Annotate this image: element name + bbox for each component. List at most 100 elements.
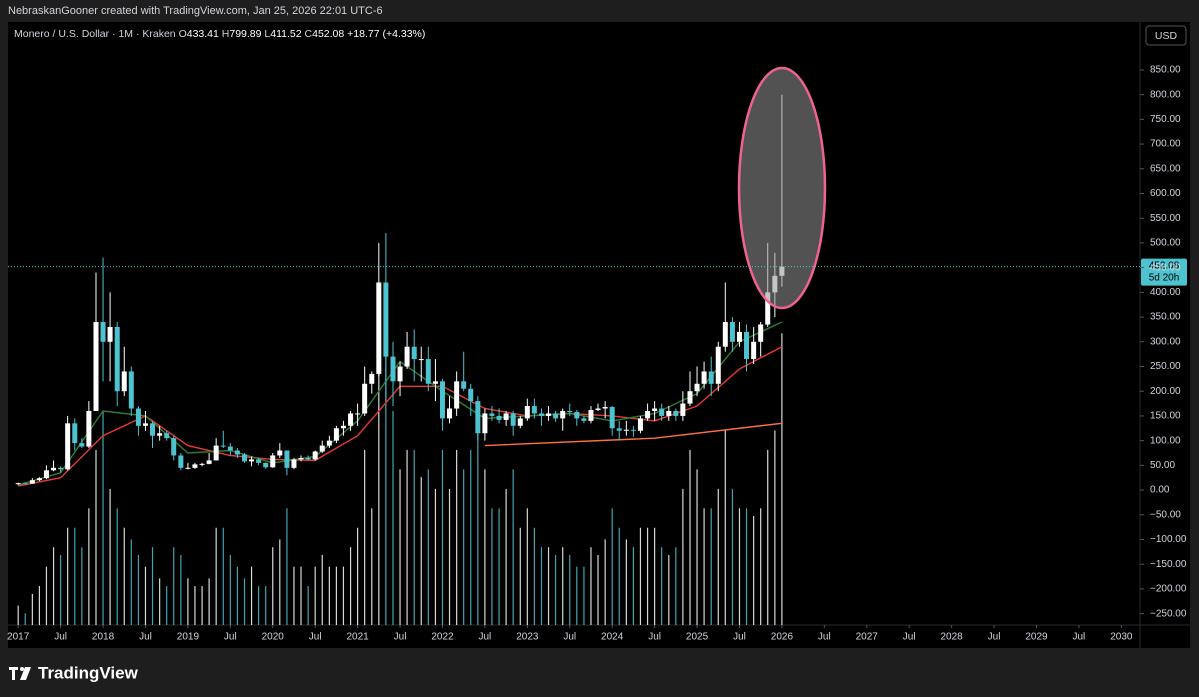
- y-tick-label: −200.00: [1150, 584, 1187, 595]
- countdown-label: 5d 20h: [1149, 272, 1180, 283]
- x-tick-label: 2017: [7, 632, 30, 643]
- x-tick-label: 2028: [940, 632, 963, 643]
- candle-body: [192, 464, 198, 468]
- legend-prefix: L: [264, 28, 270, 40]
- legend: Monero / U.S. Dollar · 1M · Kraken O433.…: [14, 28, 425, 40]
- candle-body: [659, 408, 665, 416]
- y-tick-label: 500.00: [1150, 238, 1181, 249]
- candle-body: [114, 326, 120, 392]
- candle-body: [36, 478, 42, 481]
- price-label-box: [1141, 258, 1187, 286]
- candle-body: [765, 292, 771, 325]
- candle-body: [609, 407, 615, 429]
- y-tick-label: 50.00: [1150, 460, 1175, 471]
- candle-body: [425, 359, 431, 384]
- candle-body: [673, 410, 679, 416]
- candle-body: [432, 381, 438, 384]
- candle-body: [199, 463, 205, 465]
- x-tick-label: 2027: [856, 632, 879, 643]
- x-tick-label: Jul: [224, 632, 237, 643]
- candle-body: [291, 459, 297, 468]
- candle-body: [241, 454, 247, 462]
- x-tick-label: Jul: [54, 632, 67, 643]
- logo-stem: [12, 667, 15, 680]
- candle-body: [503, 413, 509, 420]
- candle-body: [121, 371, 127, 392]
- x-tick-label: Jul: [394, 632, 407, 643]
- y-tick-label: −150.00: [1150, 559, 1187, 570]
- legend-value: 799.89: [229, 28, 261, 40]
- candle-body: [249, 459, 255, 462]
- candle-body: [411, 346, 417, 360]
- y-tick-label: 350.00: [1150, 312, 1181, 323]
- candle-body: [171, 438, 177, 456]
- candle-body: [595, 408, 601, 410]
- legend-prefix: O: [179, 28, 187, 40]
- candle-body: [227, 446, 233, 451]
- candle-body: [538, 413, 544, 416]
- y-tick-label: 300.00: [1150, 336, 1181, 347]
- x-tick-label: 2029: [1025, 632, 1048, 643]
- currency-button[interactable]: [1145, 25, 1187, 46]
- candle-body: [546, 413, 552, 416]
- currency-label[interactable]: USD: [1155, 30, 1178, 42]
- candle-body: [284, 450, 290, 468]
- candle-body: [376, 282, 382, 374]
- candle-body: [29, 480, 35, 484]
- candle-body: [185, 467, 191, 469]
- highlight-ellipse: [737, 66, 827, 310]
- candle-body: [178, 455, 184, 468]
- candle-body: [652, 408, 658, 411]
- logo-dot: [20, 667, 24, 671]
- x-tick-label: Jul: [309, 632, 322, 643]
- candle-body: [383, 282, 389, 357]
- candle-body: [454, 381, 460, 409]
- candle-body: [263, 462, 269, 468]
- candle-body: [135, 408, 141, 426]
- x-tick-label: 2021: [346, 632, 369, 643]
- candle-body: [418, 359, 424, 361]
- candle-body: [333, 428, 339, 441]
- candle-body: [362, 383, 368, 414]
- candle-body: [581, 418, 587, 421]
- candle-body: [15, 483, 21, 485]
- candle-body: [553, 413, 559, 419]
- overlay-line: [484, 422, 782, 447]
- y-tick-label: 600.00: [1150, 188, 1181, 199]
- candle-body: [58, 467, 64, 470]
- candle-body: [701, 371, 707, 384]
- candle-body: [439, 381, 445, 419]
- legend-change: +18.77 (+4.33%): [347, 28, 425, 40]
- x-tick-label: Jul: [818, 632, 831, 643]
- candle-body: [461, 381, 467, 389]
- candle-body: [319, 445, 325, 452]
- candle-body: [645, 410, 651, 419]
- y-tick-label: −50.00: [1150, 509, 1181, 520]
- y-tick-label: 800.00: [1150, 89, 1181, 100]
- candle-body: [157, 433, 163, 436]
- candle-body: [574, 411, 580, 419]
- footer-logo-text: TradingView: [38, 663, 139, 682]
- x-tick-label: Jul: [1073, 632, 1086, 643]
- candle-body: [128, 371, 134, 409]
- x-tick-label: 2024: [601, 632, 624, 643]
- candle-body: [736, 331, 742, 342]
- candle-body: [666, 410, 672, 416]
- candle-body: [355, 413, 361, 415]
- logo-slash: [20, 667, 31, 680]
- candle-body: [213, 445, 219, 461]
- y-tick-label: 750.00: [1150, 114, 1181, 125]
- candle-body: [100, 322, 106, 342]
- y-tick-label: 700.00: [1150, 139, 1181, 150]
- y-tick-label: 850.00: [1150, 65, 1181, 76]
- x-tick-label: Jul: [733, 632, 746, 643]
- y-tick-label: 100.00: [1150, 435, 1181, 446]
- x-tick-label: Jul: [988, 632, 1001, 643]
- x-tick-label: 2022: [431, 632, 454, 643]
- x-tick-label: 2019: [177, 632, 200, 643]
- candle-body: [616, 428, 622, 431]
- candle-body: [637, 418, 643, 431]
